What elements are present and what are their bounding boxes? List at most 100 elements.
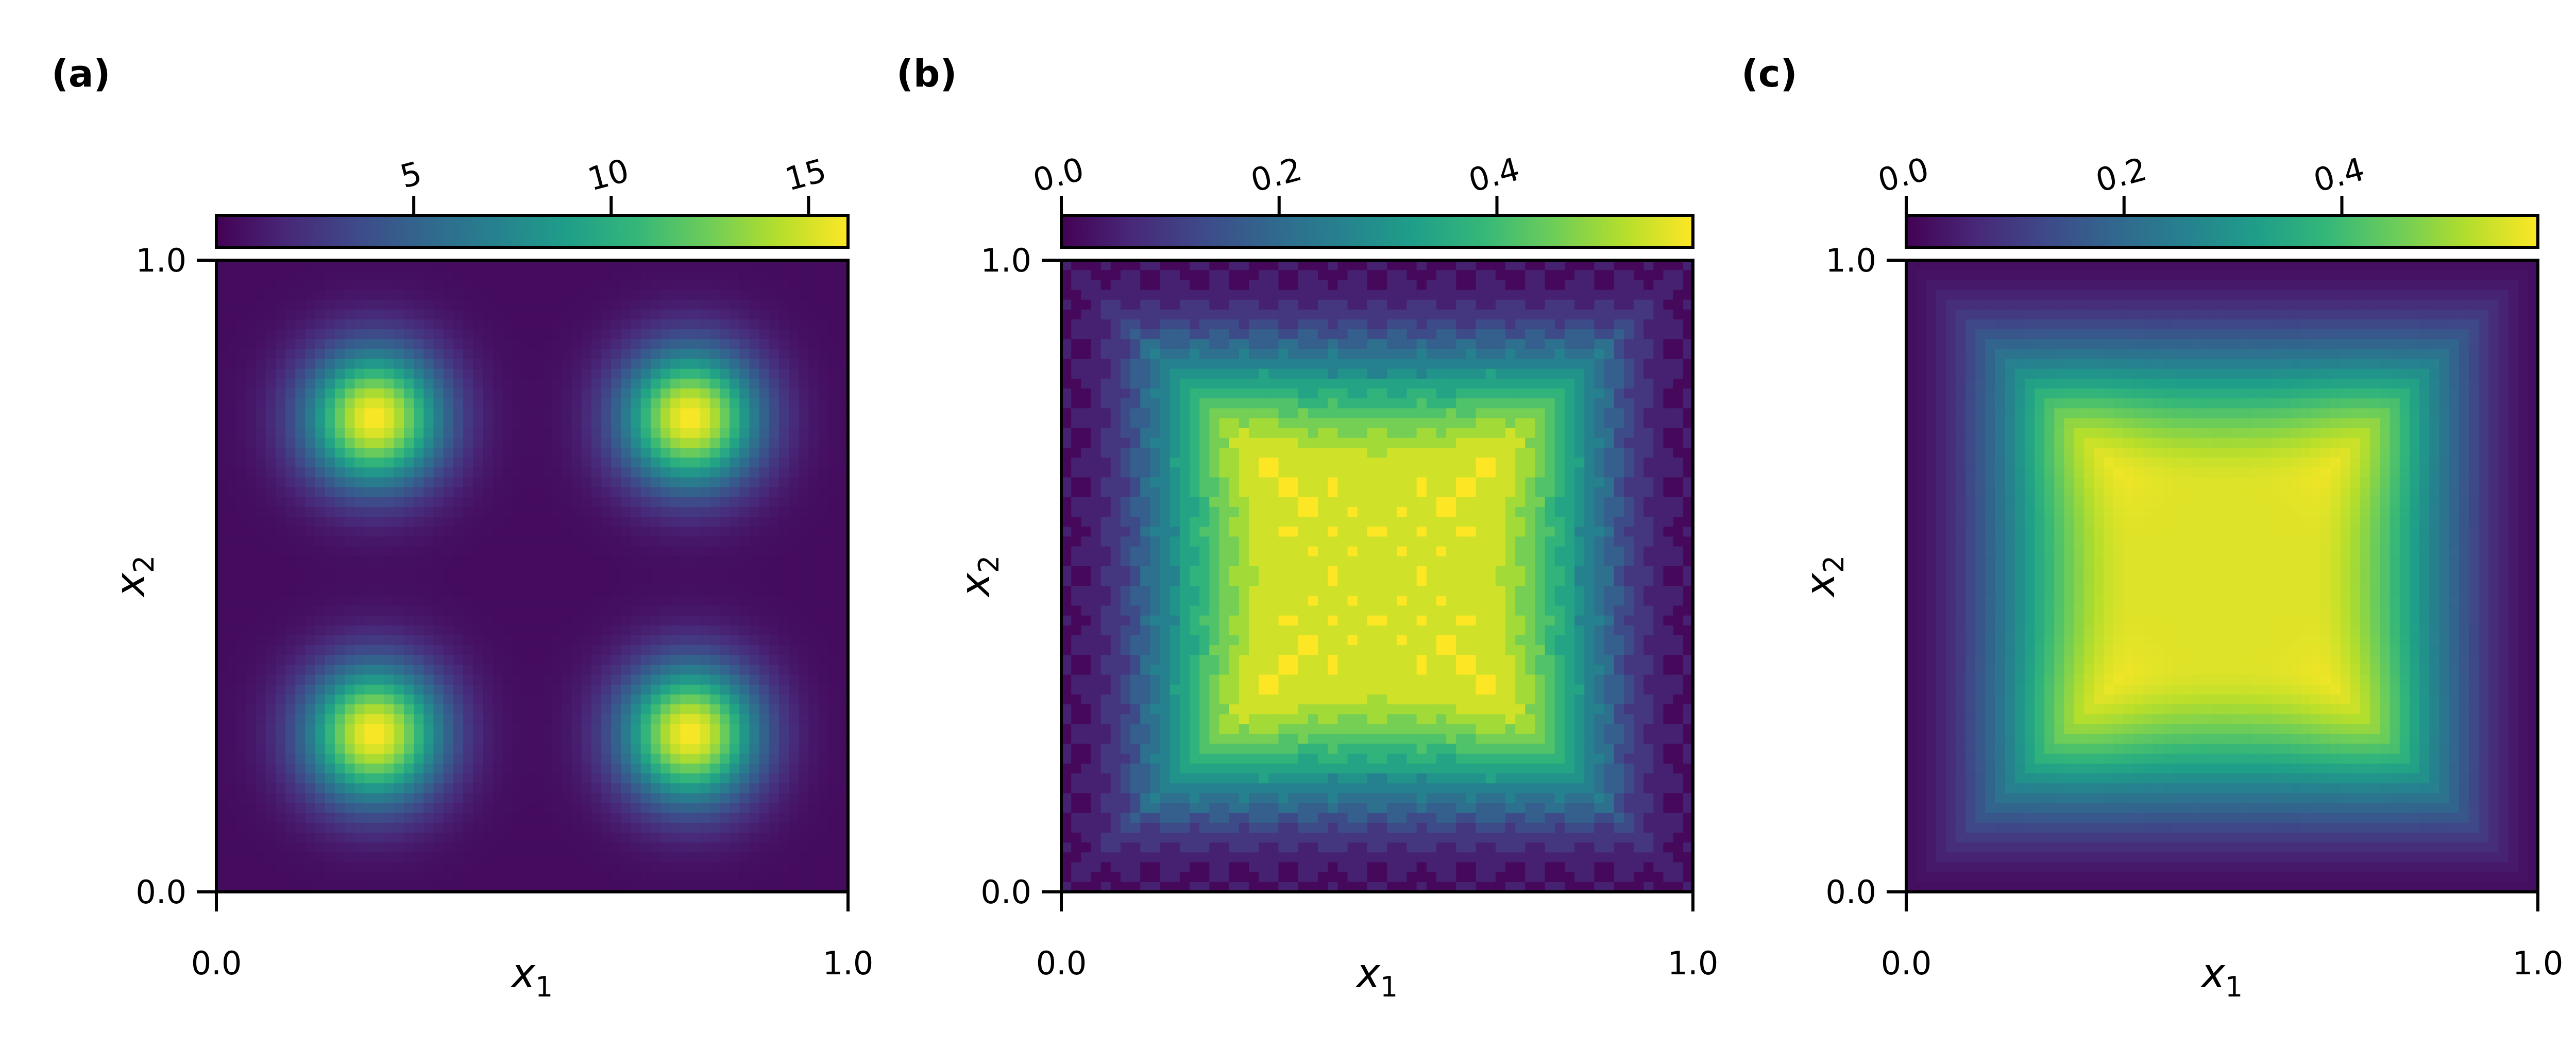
heatmap-cell — [808, 527, 819, 537]
heatmap-cell — [1229, 349, 1240, 360]
heatmap-cell — [700, 477, 710, 488]
heatmap-cell — [423, 803, 434, 814]
heatmap-cell — [1160, 290, 1171, 300]
heatmap-cell — [650, 694, 661, 705]
heatmap-cell — [1229, 309, 1240, 320]
heatmap-cell — [1416, 378, 1427, 389]
heatmap-cell — [1446, 368, 1456, 379]
heatmap-cell — [552, 477, 563, 488]
heatmap-cell — [660, 477, 671, 488]
heatmap-cell — [512, 339, 523, 350]
heatmap-cell — [1199, 290, 1210, 300]
heatmap-cell — [423, 615, 434, 626]
heatmap-cell — [838, 635, 849, 646]
heatmap-cell — [552, 872, 563, 883]
heatmap-cell — [374, 437, 385, 448]
heatmap-cell — [394, 467, 404, 478]
heatmap-cell — [1594, 260, 1605, 271]
heatmap-cell — [680, 852, 691, 863]
heatmap-cell — [1466, 378, 1477, 389]
heatmap-cell — [443, 378, 454, 389]
heatmap-cell — [739, 813, 750, 823]
heatmap-cell — [799, 378, 809, 389]
heatmap-cell — [1318, 378, 1328, 389]
heatmap-cell — [1347, 299, 1358, 310]
heatmap-cell — [640, 714, 651, 724]
heatmap-cell — [690, 605, 701, 616]
heatmap-cell — [473, 842, 483, 853]
heatmap-cell — [334, 852, 345, 863]
heatmap-cell — [1406, 319, 1417, 330]
heatmap-cell — [1377, 309, 1387, 320]
heatmap-cell — [709, 714, 720, 724]
heatmap-cell — [631, 477, 641, 488]
heatmap-cell — [1505, 349, 1516, 360]
heatmap-cell — [799, 862, 809, 873]
heatmap-cell — [1071, 270, 1081, 280]
heatmap-cell — [759, 665, 770, 675]
heatmap-cell — [818, 793, 829, 804]
heatmap-cell — [423, 546, 434, 557]
heatmap-cell — [838, 368, 849, 379]
heatmap-cell — [384, 309, 395, 320]
heatmap-cell — [789, 882, 799, 892]
heatmap-cell — [483, 388, 493, 399]
heatmap-cell — [631, 625, 641, 636]
heatmap-cell — [414, 566, 424, 577]
heatmap-cell — [552, 576, 563, 586]
heatmap-cell — [1416, 280, 1427, 291]
heatmap-cell — [403, 388, 414, 399]
heatmap-cell — [403, 437, 414, 448]
heatmap-cell — [1367, 359, 1378, 369]
heatmap-cell — [680, 822, 691, 833]
heatmap-cell — [453, 724, 464, 735]
heatmap-cell — [334, 862, 345, 873]
heatmap-cell — [463, 309, 473, 320]
heatmap-cell — [660, 467, 671, 478]
heatmap-cell — [443, 428, 454, 438]
heatmap-cell — [739, 576, 750, 586]
heatmap-cell — [483, 299, 493, 310]
heatmap-cell — [719, 833, 730, 843]
heatmap-cell — [512, 467, 523, 478]
heatmap-cell — [640, 467, 651, 478]
heatmap-cell — [226, 842, 236, 853]
heatmap-cell — [1554, 359, 1565, 369]
heatmap-cell — [493, 349, 503, 360]
heatmap-cell — [433, 724, 444, 735]
heatmap-cell — [1397, 270, 1408, 280]
heatmap-cell — [423, 882, 434, 892]
heatmap-cell — [483, 368, 493, 379]
heatmap-cell — [1081, 299, 1092, 310]
heatmap-cell — [838, 763, 849, 774]
heatmap-cell — [453, 872, 464, 883]
heatmap-cell — [759, 260, 770, 271]
heatmap-cell — [1130, 329, 1141, 340]
heatmap-cell — [394, 290, 404, 300]
heatmap-cell — [334, 803, 345, 814]
heatmap-cell — [433, 437, 444, 448]
heatmap-cell — [305, 813, 316, 823]
heatmap-cell — [483, 625, 493, 636]
heatmap-cell — [542, 487, 552, 498]
heatmap-cell — [1081, 359, 1092, 369]
heatmap-cell — [236, 329, 247, 340]
heatmap-cell — [453, 803, 464, 814]
heatmap-cell — [522, 773, 533, 784]
heatmap-cell — [265, 458, 276, 468]
heatmap-cell — [571, 852, 582, 863]
heatmap-cell — [325, 398, 335, 409]
heatmap-cell — [256, 862, 266, 873]
heatmap-cell — [512, 359, 523, 369]
heatmap-cell — [493, 437, 503, 448]
heatmap-cell — [334, 418, 345, 429]
heatmap-cell — [1209, 349, 1220, 360]
heatmap-cell — [1219, 290, 1230, 300]
heatmap-cell — [1170, 388, 1180, 399]
heatmap-cell — [670, 773, 681, 784]
heatmap-cell — [216, 694, 227, 705]
heatmap-cell — [1495, 319, 1506, 330]
heatmap-cell — [354, 467, 365, 478]
heatmap-cell — [838, 280, 849, 291]
heatmap-cell — [631, 319, 641, 330]
